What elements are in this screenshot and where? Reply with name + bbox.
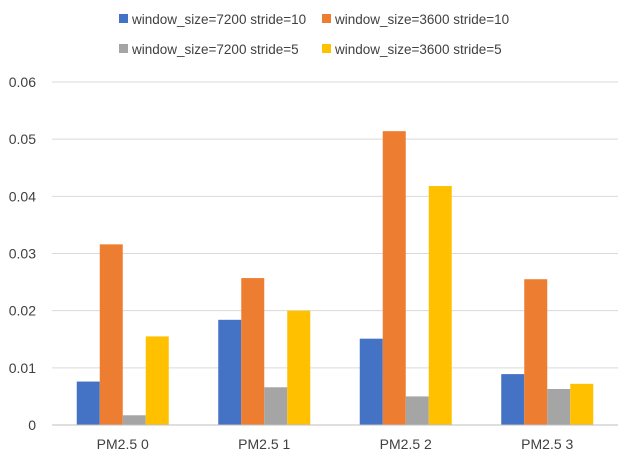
bar-1-1 [241,278,265,425]
bar-2-2 [405,396,429,425]
y-tick-label: 0.06 [9,74,36,90]
x-tick-label: PM2.5 3 [521,436,573,452]
bar-1-0 [218,319,242,425]
bar-0-3 [145,336,169,425]
bar-0-1 [99,244,123,425]
y-tick-label: 0.05 [9,131,36,147]
bar-2-1 [382,131,406,425]
legend-label: window_size=3600 stride=10 [334,12,509,27]
bar-1-2 [264,387,288,425]
bar-3-3 [570,383,594,425]
bar-1-3 [287,310,311,425]
legend-swatch [322,44,331,53]
y-tick-label: 0 [28,417,36,433]
y-tick-label: 0.02 [9,303,36,319]
x-tick-label: PM2.5 1 [238,436,290,452]
legend: window_size=7200 stride=10 window_size=36… [119,12,509,57]
bar-3-1 [524,279,548,425]
y-tick-label: 0.01 [9,360,36,376]
bar-0-0 [76,381,100,425]
legend-label: window_size=7200 stride=10 [131,12,306,27]
y-axis: 0 0.01 0.02 0.03 0.04 0.05 0.06 [9,74,36,433]
legend-swatch [119,14,128,23]
bars [76,131,594,425]
y-tick-label: 0.03 [9,246,36,262]
bar-3-2 [547,388,571,425]
x-tick-label: PM2.5 2 [380,436,432,452]
gridlines [52,81,618,369]
bar-0-2 [122,415,146,425]
legend-label: window_size=7200 stride=5 [131,42,299,57]
x-tick-label: PM2.5 0 [97,436,149,452]
bar-2-3 [428,186,452,425]
legend-swatch [322,14,331,23]
bar-3-0 [501,374,525,425]
bar-2-0 [359,338,383,425]
x-axis: PM2.5 0 PM2.5 1 PM2.5 2 PM2.5 3 [52,424,618,452]
legend-swatch [119,44,128,53]
legend-label: window_size=3600 stride=5 [334,42,502,57]
y-tick-label: 0.04 [9,188,36,204]
